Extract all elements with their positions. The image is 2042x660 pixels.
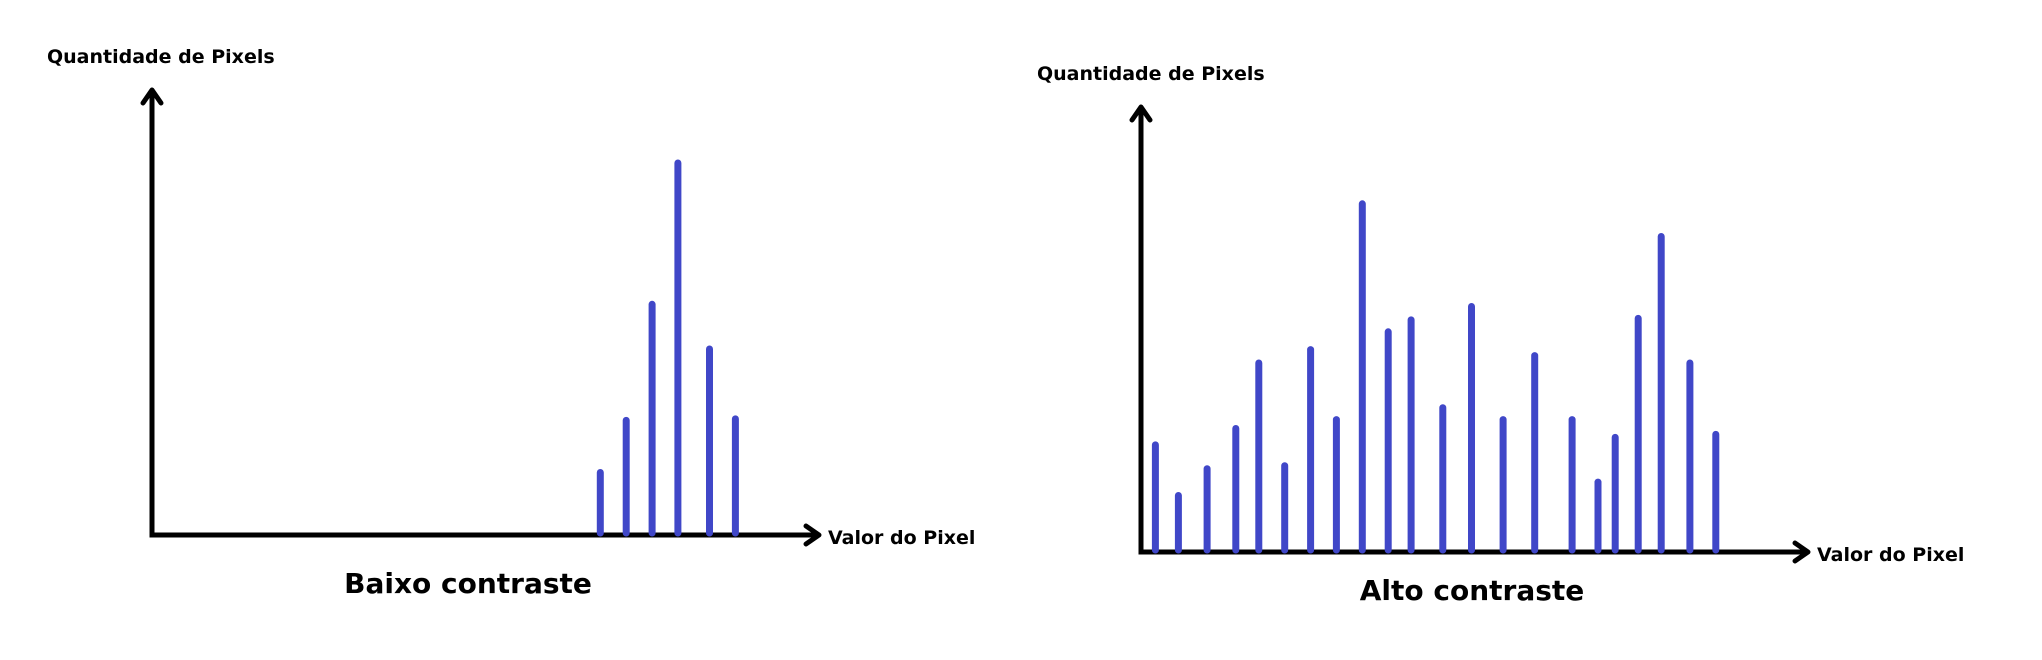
bars-group <box>596 159 739 537</box>
y-axis-arrow-icon <box>140 87 164 106</box>
x-axis-label: Valor do Pixel <box>828 527 975 549</box>
histogram-high-contrast: Quantidade de Pixels Valor do Pixel Alto… <box>1037 63 1964 607</box>
histogram-low-contrast: Quantidade de Pixels Valor do Pixel Baix… <box>47 46 975 600</box>
bars-group <box>1151 200 1720 554</box>
y-axis-label: Quantidade de Pixels <box>47 46 275 68</box>
y-axis-label: Quantidade de Pixels <box>1037 63 1265 85</box>
chart-title: Alto contraste <box>1360 574 1585 607</box>
x-axis-arrow-icon <box>1792 540 1811 564</box>
y-axis-arrow-icon <box>1129 104 1153 123</box>
chart-title: Baixo contraste <box>344 567 592 600</box>
x-axis-label: Valor do Pixel <box>1817 544 1964 566</box>
x-axis-arrow-icon <box>803 523 822 547</box>
